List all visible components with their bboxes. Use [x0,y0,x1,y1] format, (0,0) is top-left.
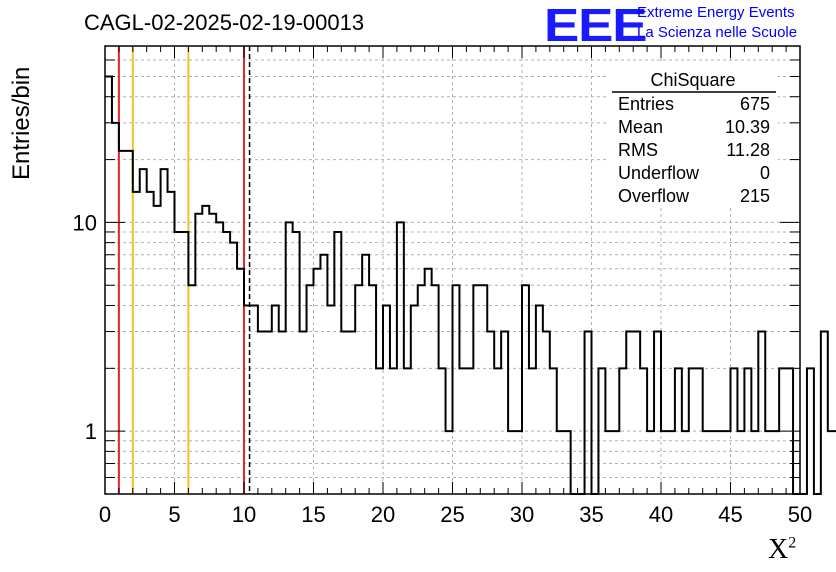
x-axis-label: X2 [768,534,796,566]
stats-box-background [608,64,778,208]
y-axis-label: Entries/bin [8,66,35,180]
stats-box-title: ChiSquare [650,70,735,90]
logo-caption-line2: La Scienza nelle Scuole [637,24,798,41]
stats-row-label: Mean [618,117,663,137]
x-tick-label: 10 [232,502,256,527]
stats-row-label: Underflow [618,163,700,183]
stats-row-value: 11.28 [726,140,770,160]
x-tick-label: 0 [99,502,111,527]
x-axis-label-base: X [768,534,789,565]
y-tick-label: 1 [85,419,97,444]
x-tick-label: 35 [579,502,603,527]
stats-row-value: 0 [760,163,770,183]
x-tick-label: 40 [649,502,673,527]
histogram-series [105,75,836,495]
x-tick-label: 50 [788,502,812,527]
x-tick-label: 5 [168,502,180,527]
eee-logo: EEE [544,0,648,51]
stats-row-value: 10.39 [725,117,770,137]
chart-title: CAGL-02-2025-02-19-00013 [84,10,365,35]
x-tick-label: 30 [510,502,534,527]
x-tick-label: 15 [301,502,325,527]
y-tick-label: 10 [73,210,97,235]
x-tick-label: 45 [718,502,742,527]
stats-row-label: Entries [618,94,674,114]
logo-caption-line1: Extreme Energy Events [637,4,795,21]
stats-row-label: RMS [618,140,658,160]
x-axis-label-superscript: 2 [788,534,797,552]
stats-row-label: Overflow [618,186,690,206]
stats-row-value: 675 [740,94,770,114]
x-tick-label: 20 [371,502,395,527]
stats-row-value: 215 [740,186,770,206]
x-tick-label: 25 [440,502,464,527]
